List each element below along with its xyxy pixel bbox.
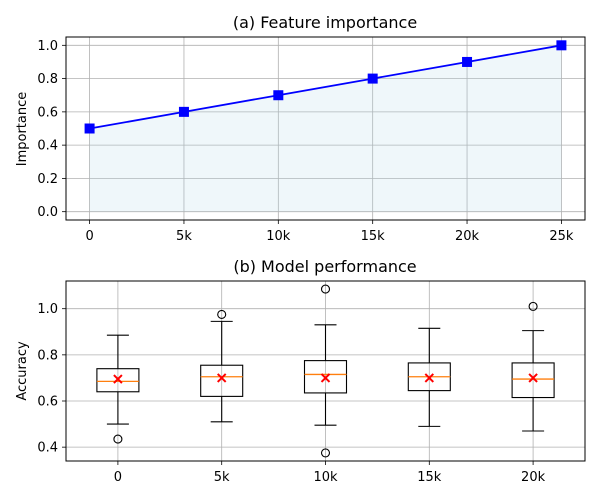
chart-b-boxes — [96, 284, 555, 458]
chart-b-outlier — [528, 301, 538, 311]
chart-a-y-tick-label: 0.8 — [37, 72, 58, 87]
chart-b-outlier — [113, 434, 123, 444]
chart-b-mean-marker — [113, 374, 123, 384]
chart-a-series-polyline — [89, 44, 562, 130]
chart-a-y-tick-label: 1.0 — [37, 39, 58, 54]
chart-a-y-tick-label: 0.0 — [37, 205, 58, 220]
chart-a-data-point — [367, 73, 378, 84]
chart-a-y-tick-label: 0.6 — [37, 105, 58, 120]
chart-a-plot-frame — [65, 36, 586, 221]
chart-a-x-tick-label: 0 — [85, 229, 93, 244]
chart-b-x-ticks: 0 5k 10k 15k 20k — [114, 461, 546, 485]
chart-a-x-ticks: 0 5k 10k 15k 20k 25k — [85, 220, 574, 244]
chart-b-box — [511, 362, 555, 399]
chart-a-area-fill — [89, 45, 562, 212]
chart-a-y-axis-label: Importance — [15, 92, 30, 167]
chart-b-box — [200, 364, 244, 397]
chart-b-box-group — [511, 301, 555, 432]
chart-a-y-ticks: 0.0 0.2 0.4 0.6 0.8 1.0 — [37, 39, 66, 220]
chart-b-box-group — [303, 284, 348, 458]
chart-b-y-ticks: 0.4 0.6 0.8 1.0 — [37, 302, 66, 456]
chart-a-data-point — [462, 56, 473, 67]
model-performance-panel: (b) Model performance Accuracy 0 5k 10k 15k… — [15, 257, 586, 485]
chart-b-y-tick-label: 0.8 — [37, 348, 58, 363]
chart-a-data-point — [273, 90, 284, 101]
chart-b-y-tick-label: 1.0 — [37, 302, 58, 317]
chart-a-x-tick-label: 20k — [455, 229, 480, 244]
chart-a-grid — [66, 37, 585, 220]
chart-b-box-group — [407, 327, 451, 427]
chart-a-x-tick-label: 5k — [176, 229, 192, 244]
chart-a-points — [84, 40, 567, 134]
feature-importance-panel: (a) Feature importance Importance 0 5k 10k… — [15, 13, 586, 244]
chart-b-x-tick-label: 0 — [114, 470, 122, 485]
chart-a-series-line — [89, 44, 562, 130]
chart-a-y-tick-label: 0.4 — [37, 139, 58, 154]
chart-b-outlier — [320, 284, 331, 294]
chart-a-x-tick-label: 25k — [549, 229, 574, 244]
chart-b-outlier — [320, 448, 331, 458]
chart-b-y-tick-label: 0.6 — [37, 395, 58, 410]
chart-b-mean-marker — [528, 373, 538, 383]
chart-b-x-tick-label: 10k — [313, 470, 338, 485]
chart-b-x-tick-label: 20k — [521, 470, 546, 485]
chart-a-data-point — [556, 40, 567, 51]
chart-b-box — [96, 368, 140, 393]
chart-a-x-tick-label: 15k — [361, 229, 386, 244]
chart-a-area-polygon — [89, 45, 562, 212]
chart-b-mean-marker — [216, 373, 227, 383]
chart-b-box — [303, 360, 348, 394]
chart-b-x-tick-label: 5k — [214, 470, 230, 485]
chart-a-title: (a) Feature importance — [233, 13, 417, 32]
chart-a-y-tick-label: 0.2 — [37, 172, 58, 187]
chart-a-data-point — [84, 123, 95, 134]
chart-b-x-tick-label: 15k — [417, 470, 442, 485]
chart-b-mean-marker — [320, 373, 331, 383]
chart-a-data-point — [178, 106, 189, 117]
chart-b-mean-marker — [424, 373, 435, 383]
chart-b-y-tick-label: 0.4 — [37, 441, 58, 456]
chart-b-box-group — [200, 309, 244, 423]
chart-b-grid — [66, 281, 585, 461]
chart-b-outlier — [217, 309, 227, 320]
chart-b-y-axis-label: Accuracy — [15, 341, 30, 401]
chart-b-plot-frame — [65, 280, 586, 462]
chart-b-box-group — [96, 334, 140, 444]
chart-a-x-tick-label: 10k — [266, 229, 291, 244]
chart-b-title: (b) Model performance — [233, 257, 416, 276]
